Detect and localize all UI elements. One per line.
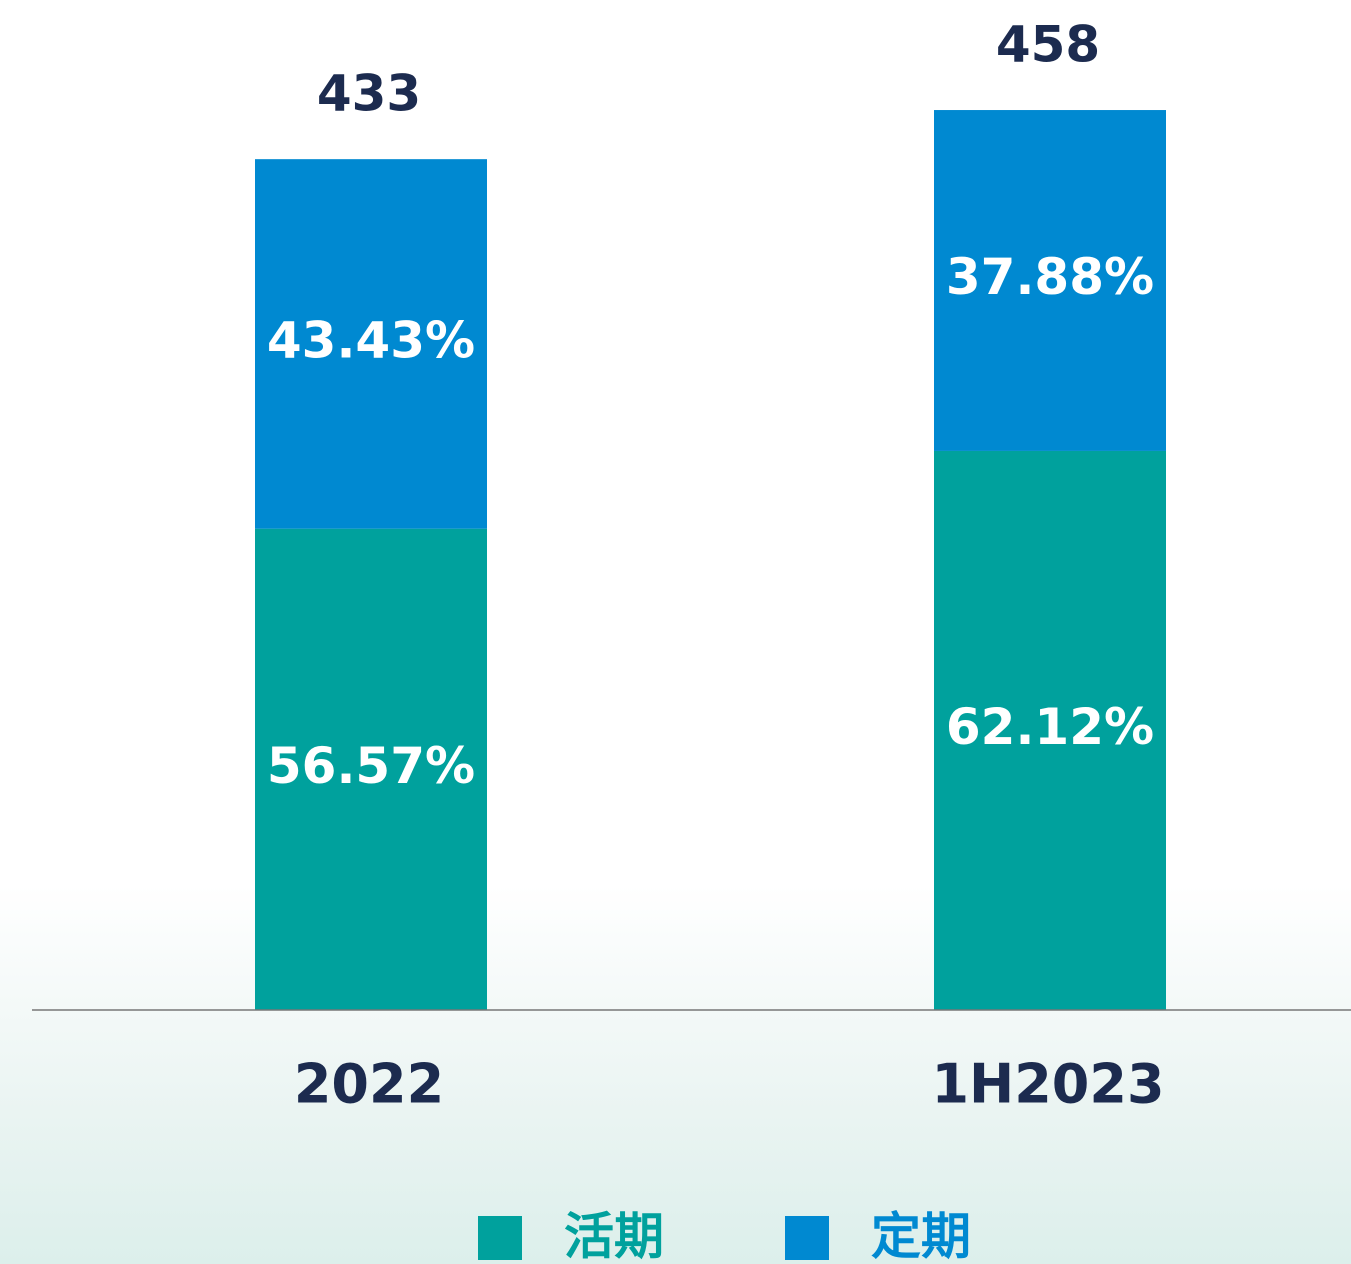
bar-segment — [255, 528, 487, 1010]
x-tick-label: 2022 — [294, 1053, 444, 1116]
bar-segment — [934, 110, 1166, 451]
total-label: 458 — [996, 16, 1100, 74]
data-label: 37.88% — [946, 248, 1154, 306]
bar-segment — [934, 450, 1166, 1010]
data-label: 56.57% — [267, 737, 475, 795]
data-label: 62.12% — [946, 698, 1154, 756]
bar-segment — [255, 159, 487, 529]
legend-swatch — [478, 1216, 522, 1260]
legend-label: 活期 — [564, 1208, 664, 1264]
total-label: 433 — [317, 65, 421, 123]
x-tick-label: 1H2023 — [931, 1053, 1164, 1116]
data-label: 43.43% — [267, 311, 475, 369]
legend-label: 定期 — [871, 1208, 971, 1264]
legend-swatch — [785, 1216, 829, 1260]
